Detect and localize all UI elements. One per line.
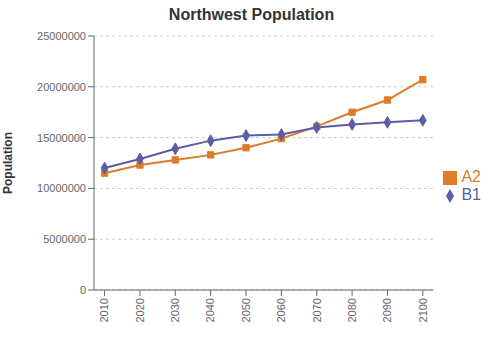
svg-text:2050: 2050	[240, 298, 252, 322]
html-text:A2: A2	[461, 168, 481, 185]
svg-text:20000000: 20000000	[37, 81, 86, 93]
svg-text:0: 0	[80, 284, 86, 296]
svg-text:Population: Population	[1, 132, 15, 194]
svg-text:10000000: 10000000	[37, 182, 86, 194]
svg-text:2020: 2020	[134, 298, 146, 322]
svg-text:2100: 2100	[417, 298, 429, 322]
svg-text:2070: 2070	[311, 298, 323, 322]
svg-text:15000000: 15000000	[37, 132, 86, 144]
svg-text:2010: 2010	[98, 298, 110, 322]
svg-text:5000000: 5000000	[43, 233, 86, 245]
svg-text:25000000: 25000000	[37, 30, 86, 42]
html-text:B1: B1	[461, 186, 481, 203]
svg-text:2030: 2030	[169, 298, 181, 322]
html-text:Northwest Population: Northwest Population	[168, 6, 335, 23]
svg-text:2040: 2040	[204, 298, 216, 322]
svg-text:2090: 2090	[381, 298, 393, 322]
svg-text:2060: 2060	[275, 298, 287, 322]
svg-text:2080: 2080	[346, 298, 358, 322]
